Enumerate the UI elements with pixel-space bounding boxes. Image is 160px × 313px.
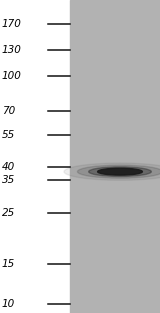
Point	[47, 74, 49, 78]
Text: 40: 40	[2, 162, 15, 172]
Bar	[70, 0, 160, 313]
Point	[69, 178, 71, 182]
Point	[69, 48, 71, 52]
Ellipse shape	[89, 167, 151, 177]
Text: 15: 15	[2, 259, 15, 269]
Point	[69, 22, 71, 25]
Point	[47, 22, 49, 25]
Ellipse shape	[77, 165, 160, 178]
Point	[69, 74, 71, 78]
Text: 55: 55	[2, 130, 15, 140]
Point	[47, 48, 49, 52]
Point	[69, 302, 71, 305]
Text: 10: 10	[2, 299, 15, 309]
Point	[69, 211, 71, 215]
Point	[47, 133, 49, 137]
Point	[47, 302, 49, 305]
Point	[69, 110, 71, 113]
Point	[47, 211, 49, 215]
Ellipse shape	[64, 163, 160, 180]
Point	[69, 165, 71, 168]
Point	[69, 133, 71, 137]
Text: 35: 35	[2, 175, 15, 185]
Text: 25: 25	[2, 208, 15, 218]
Point	[69, 262, 71, 265]
Text: 100: 100	[2, 71, 21, 81]
Text: 170: 170	[2, 18, 21, 28]
Text: 130: 130	[2, 45, 21, 55]
Text: 70: 70	[2, 106, 15, 116]
Point	[47, 262, 49, 265]
Ellipse shape	[98, 168, 142, 175]
Point	[47, 165, 49, 168]
Point	[47, 178, 49, 182]
Point	[47, 110, 49, 113]
